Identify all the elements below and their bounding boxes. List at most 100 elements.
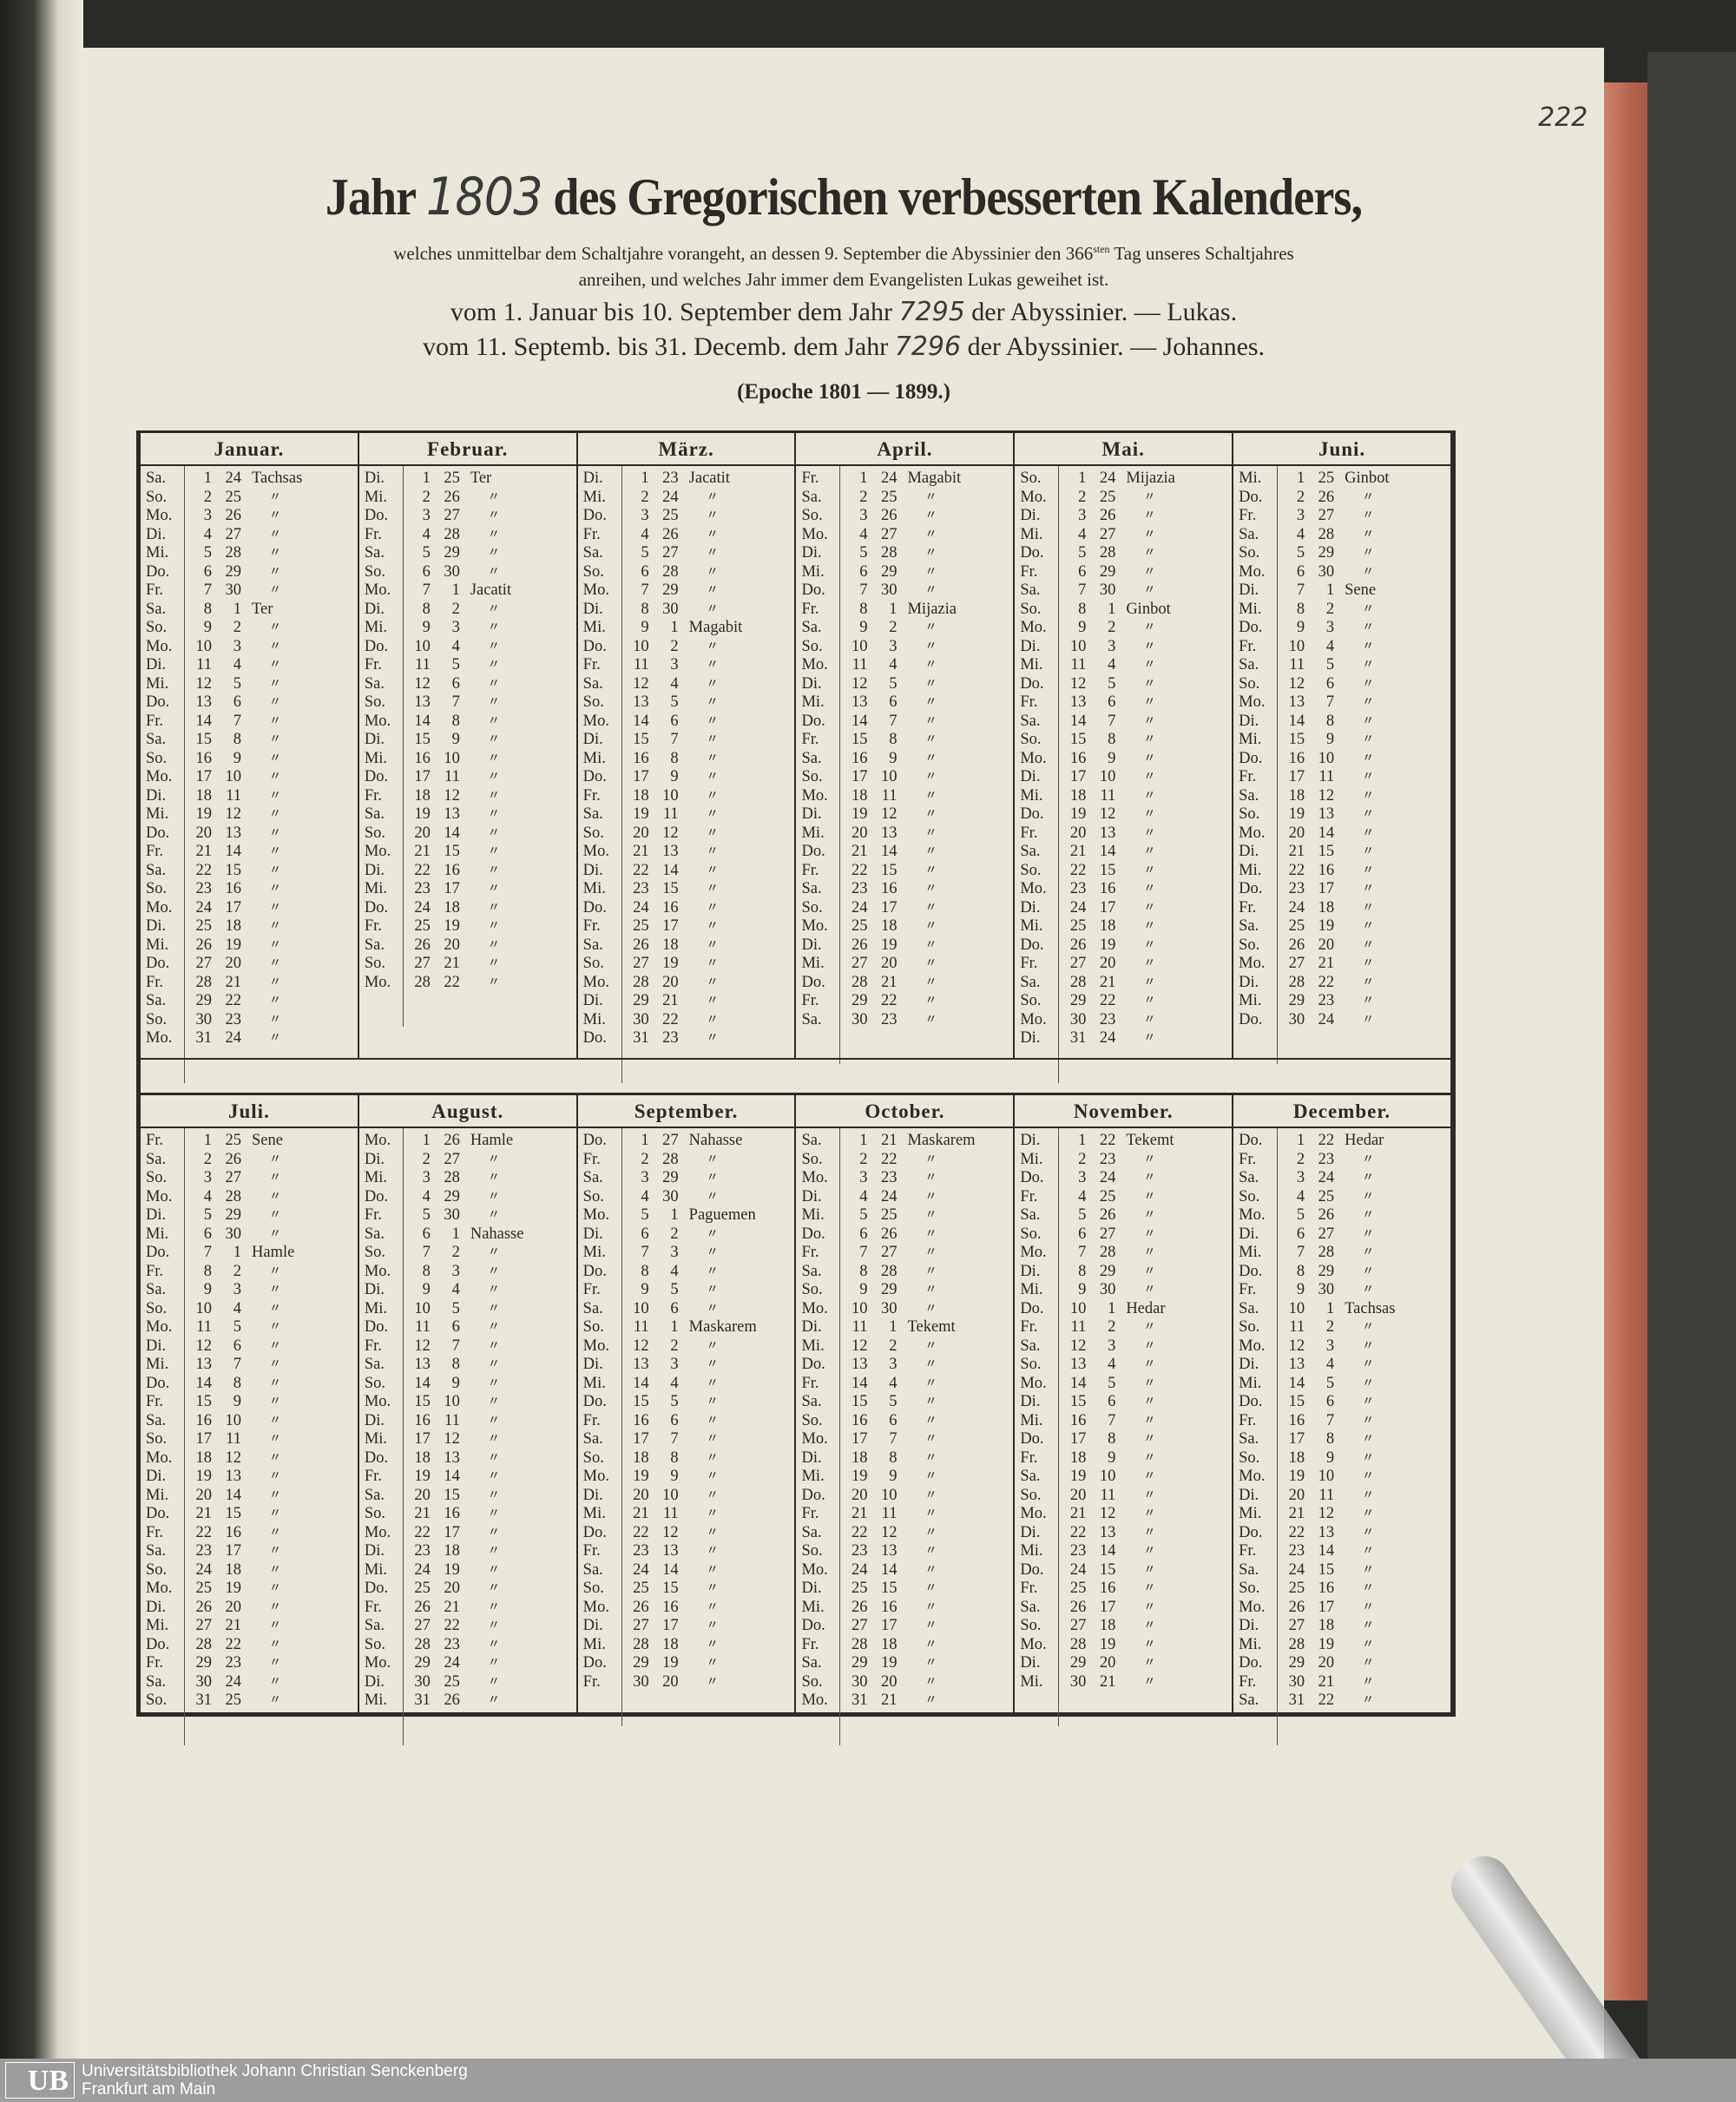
day-row: Mo. 14 8 〃 (359, 713, 576, 732)
abyssinian-day: 29 (880, 1281, 898, 1298)
gregorian-day: 30 (414, 1672, 431, 1691)
gregorian-day: 6 (859, 562, 868, 581)
day-row: So. 11 1 Maskarem (578, 1318, 795, 1337)
abyssinian-day: 25 (1099, 488, 1116, 506)
abyssinian-month: 〃 (487, 1638, 500, 1652)
gregorian-day: 24 (633, 898, 649, 916)
gregorian-day: 23 (1069, 880, 1087, 897)
abyssinian-month: 〃 (924, 490, 937, 504)
gregorian-day: 30 (1288, 1010, 1305, 1028)
day-row: Do. 17 11 〃 (359, 768, 576, 787)
abyssinian-month: 〃 (924, 1545, 937, 1558)
gregorian-day: 8 (422, 600, 431, 618)
day-row: Sa. 5 27 〃 (578, 544, 795, 563)
abyssinian-day: 6 (670, 1411, 679, 1429)
abyssinian-month: 〃 (269, 547, 281, 560)
weekday: Do. (801, 973, 825, 991)
gregorian-day: 11 (1070, 656, 1087, 673)
day-row: Mi. 21 11 〃 (578, 1505, 795, 1524)
abyssinian-day: 19 (1318, 1635, 1335, 1653)
day-row: So. 9 2 〃 (141, 619, 358, 638)
day-row: So. 15 8 〃 (1015, 731, 1232, 750)
abyssinian-day: 23 (880, 1169, 898, 1186)
gregorian-day: 27 (1288, 955, 1305, 972)
gregorian-day: 2 (641, 488, 649, 506)
subtitle-line1b: Tag unseres Schaltjahres (1109, 243, 1294, 264)
abyssinian-month: 〃 (706, 1638, 719, 1652)
gregorian-day: 15 (1069, 1393, 1087, 1410)
weekday: Fr. (801, 1505, 819, 1522)
day-row: Di. 8 29 〃 (1015, 1263, 1232, 1282)
gregorian-day: 21 (1288, 1505, 1305, 1522)
abyssinian-month: Nahasse (688, 1132, 743, 1149)
abyssinian-day: 22 (880, 992, 898, 1009)
abyssinian-day: 13 (444, 805, 460, 823)
abyssinian-month: 〃 (924, 1302, 937, 1316)
weekday: So. (146, 1560, 168, 1579)
abyssinian-month: 〃 (269, 733, 281, 746)
day-row: Di. 19 13 〃 (141, 1468, 358, 1487)
gregorian-day: 1 (203, 470, 212, 487)
weekday: Sa. (801, 1654, 822, 1672)
abyssinian-day: 23 (1099, 1010, 1116, 1028)
gregorian-day: 26 (1069, 936, 1087, 954)
abyssinian-month: 〃 (269, 752, 281, 765)
weekday: Fr. (582, 656, 601, 673)
weekday: Fr. (146, 1523, 164, 1541)
gregorian-day: 10 (851, 637, 868, 655)
month-column: Februar. Di. 1 25 Ter Mi. 2 26 〃 Do. 3 27 〃 Fr. 4 28 〃 Sa… (358, 433, 578, 1058)
gregorian-day: 20 (1069, 824, 1087, 842)
month-column: November. Di. 1 22 Tekemt Mi. 2 23 〃 Do. 3 24 〃 Fr. 4 2… (1015, 1095, 1234, 1726)
gregorian-day: 27 (633, 955, 649, 972)
abyssinian-day: 10 (880, 1486, 898, 1504)
abyssinian-month: 〃 (269, 1396, 281, 1409)
gregorian-day: 3 (422, 507, 431, 524)
day-row: Di. 8 2 〃 (359, 601, 576, 620)
gregorian-day: 20 (195, 824, 213, 842)
day-row: Mo. 10 3 〃 (141, 638, 358, 657)
gregorian-day: 3 (859, 1169, 868, 1186)
day-row: Mo. 21 15 〃 (359, 843, 576, 862)
weekday: So. (364, 1244, 385, 1261)
abyssinian-month: 〃 (1143, 1488, 1156, 1502)
weekday: Do. (1239, 1393, 1263, 1410)
gregorian-day: 27 (851, 1617, 868, 1634)
weekday: Di. (364, 1542, 385, 1560)
weekday: Di. (801, 1580, 822, 1597)
abyssinian-day: 18 (662, 936, 679, 954)
day-row: So. 8 1 Ginbot (1015, 601, 1232, 620)
weekday: So. (1239, 1448, 1260, 1467)
gregorian-day: 14 (1069, 712, 1087, 730)
abyssinian-month: 〃 (269, 1657, 281, 1670)
abyssinian-month: 〃 (1362, 1013, 1375, 1027)
day-row: Mo. 31 24 〃 (141, 1029, 358, 1048)
day-row: Fr. 21 11 〃 (796, 1505, 1013, 1524)
weekday: Mi. (146, 1617, 169, 1634)
gregorian-day: 17 (1288, 768, 1305, 785)
gregorian-day: 27 (1069, 955, 1087, 972)
gregorian-day: 11 (415, 1318, 431, 1336)
gregorian-day: 27 (195, 955, 213, 972)
abyssinian-month: 〃 (1143, 509, 1156, 522)
day-row: Fr. 22 16 〃 (141, 1524, 358, 1543)
weekday: Mi. (364, 1691, 388, 1709)
gregorian-day: 7 (1078, 581, 1087, 599)
day-row: Di. 12 6 〃 (141, 1337, 358, 1356)
gregorian-day: 5 (1078, 1206, 1087, 1224)
gregorian-day: 6 (1078, 1225, 1087, 1243)
abyssinian-day: 26 (880, 507, 898, 524)
day-row: So. 6 28 〃 (578, 563, 795, 582)
weekday: Mi. (146, 1225, 169, 1243)
abyssinian-day: 19 (880, 936, 898, 954)
day-row: So. 13 5 〃 (578, 693, 795, 713)
gregorian-day: 3 (641, 1169, 649, 1186)
weekday: Do. (1020, 674, 1044, 693)
weekday: Mi. (1020, 1542, 1043, 1560)
day-row: Mi. 16 10 〃 (359, 750, 576, 769)
abyssinian-month: 〃 (1143, 1657, 1156, 1670)
gregorian-day: 17 (195, 768, 213, 785)
day-row: Mo. 29 24 〃 (359, 1654, 576, 1673)
abyssinian-day: 7 (451, 693, 460, 711)
day-row: Sa. 23 17 〃 (141, 1542, 358, 1561)
weekday: Mo. (1239, 1468, 1266, 1485)
